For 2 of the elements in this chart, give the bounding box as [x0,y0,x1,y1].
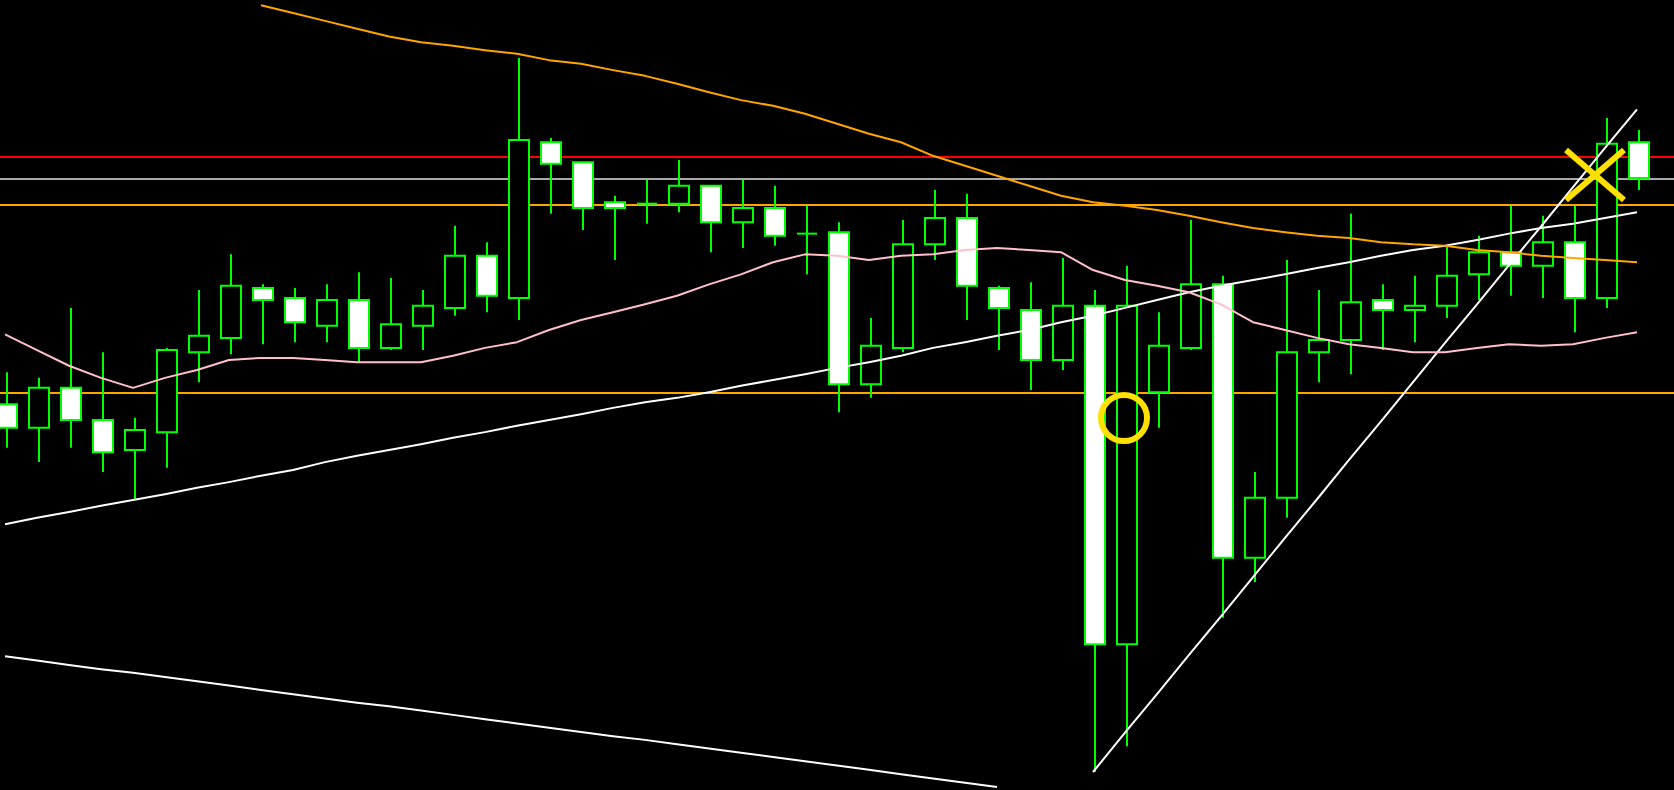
candlestick [636,179,658,225]
candlestick [796,204,818,276]
